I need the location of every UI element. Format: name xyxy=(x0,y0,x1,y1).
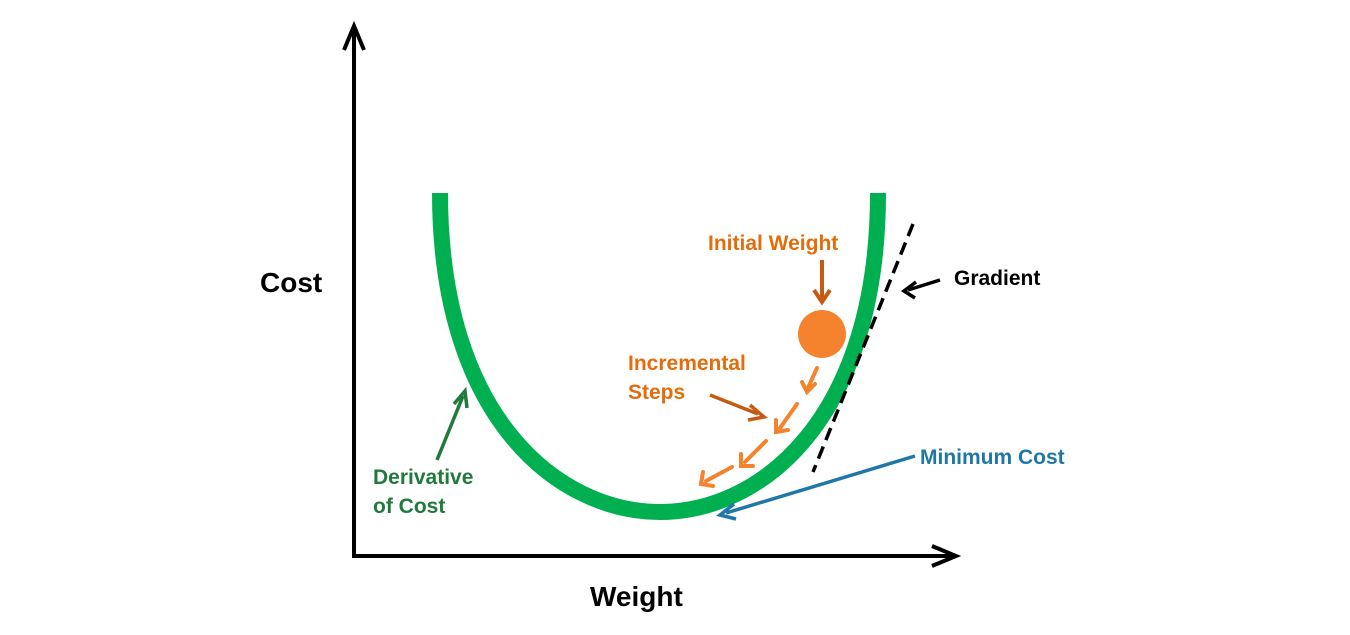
gradient-arrowhead-icon xyxy=(900,280,918,300)
x-axis-label: Weight xyxy=(590,581,683,612)
initial-weight-label: Initial Weight xyxy=(708,232,838,255)
derivative-label-line2: of Cost xyxy=(373,495,445,518)
minimum-cost-arrow xyxy=(725,454,916,515)
initial-weight-arrowhead-icon xyxy=(812,288,832,306)
gradient-arrow xyxy=(907,278,941,292)
derivative-arrow xyxy=(435,395,465,461)
minimum-cost-arrowhead-icon xyxy=(716,502,737,521)
step-arrow-2 xyxy=(778,402,799,430)
derivative-arrowhead-icon xyxy=(452,386,469,409)
initial-weight-ball xyxy=(798,310,846,358)
gradient-tangent-line xyxy=(811,223,915,473)
y-axis-arrowhead-icon xyxy=(342,20,366,51)
axes xyxy=(342,20,962,568)
step-arrowhead-3-icon xyxy=(739,452,755,468)
x-axis-arrowhead-icon xyxy=(931,544,962,568)
step-arrowhead-1-icon xyxy=(800,380,817,396)
step-arrow-1 xyxy=(806,366,819,390)
incremental-steps-arrows xyxy=(698,366,819,488)
step-arrow-3 xyxy=(743,439,768,464)
step-arrowhead-2-icon xyxy=(774,418,790,435)
step-arrowhead-4-icon xyxy=(698,470,715,488)
incremental-steps-label-line1: Incremental xyxy=(628,352,746,375)
y-axis-label: Cost xyxy=(260,267,322,298)
incremental-steps-label-line2: Steps xyxy=(628,381,685,404)
gradient-label: Gradient xyxy=(954,267,1040,290)
incremental-steps-arrowhead-icon xyxy=(747,403,768,422)
minimum-cost-label: Minimum Cost xyxy=(920,446,1065,469)
derivative-label-line1: Derivative xyxy=(373,466,473,489)
incremental-steps-label-arrow xyxy=(709,393,759,416)
cost-curve xyxy=(432,192,886,521)
step-arrow-4 xyxy=(704,465,734,483)
